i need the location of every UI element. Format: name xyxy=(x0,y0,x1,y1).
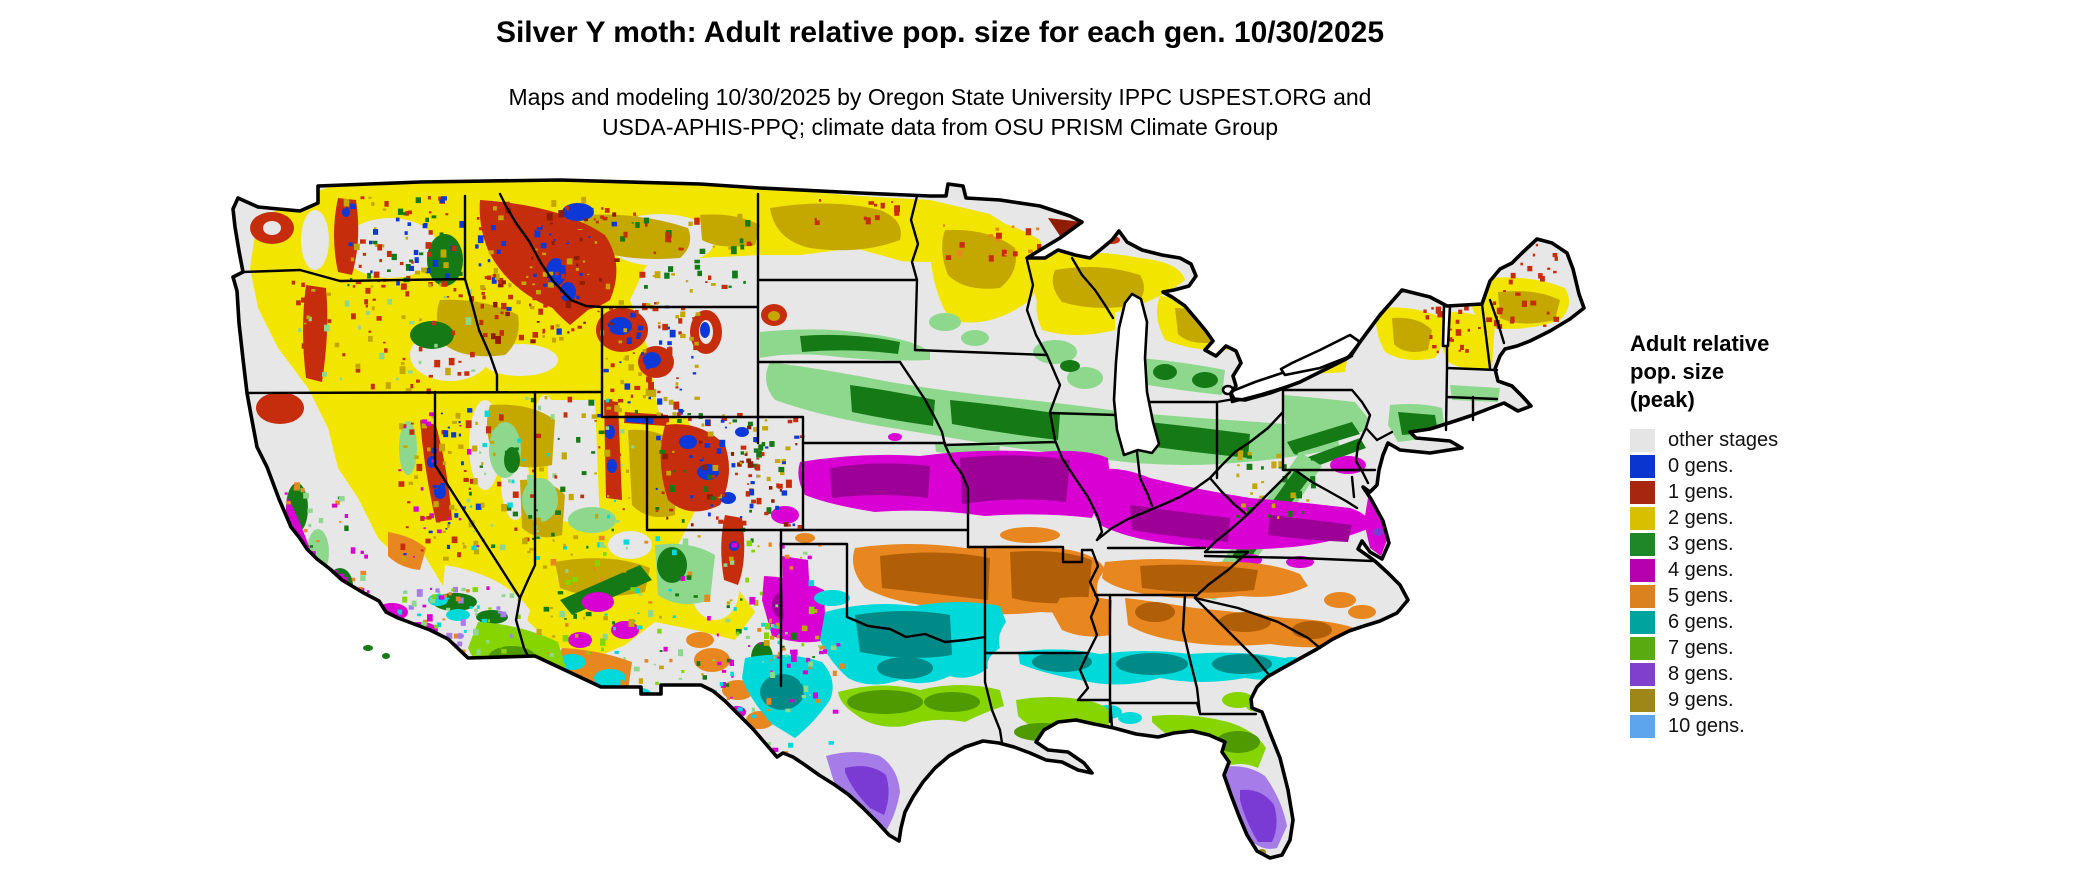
subtitle-line-2: USDA-APHIS-PPQ; climate data from OSU PR… xyxy=(601,114,1279,140)
legend-title-line-3: (peak) xyxy=(1630,387,1695,412)
legend-item: 2 gens. xyxy=(1630,505,1860,531)
legend-item: 0 gens. xyxy=(1630,453,1860,479)
subtitle-line-1: Maps and modeling 10/30/2025 by Oregon S… xyxy=(508,84,1372,110)
legend-item-label: 6 gens. xyxy=(1668,610,1734,633)
legend-swatch xyxy=(1630,636,1655,660)
legend-swatch xyxy=(1630,688,1655,712)
legend-item: other stages xyxy=(1630,427,1860,453)
map-band-6gens xyxy=(428,590,1306,738)
legend-item-label: 2 gens. xyxy=(1668,506,1734,529)
legend-item: 10 gens. xyxy=(1630,713,1860,739)
great-lakes xyxy=(1112,292,1452,457)
legend-item-label: 7 gens. xyxy=(1668,636,1734,659)
legend-title-line-1: Adult relative xyxy=(1630,331,1770,356)
us-outline xyxy=(231,178,1586,860)
legend-swatch xyxy=(1630,662,1655,686)
legend-swatch xyxy=(1630,584,1655,608)
legend-item: 1 gens. xyxy=(1630,479,1860,505)
legend-item-label: 10 gens. xyxy=(1668,714,1745,737)
legend-item-label: 9 gens. xyxy=(1668,688,1734,711)
legend-item-label: 0 gens. xyxy=(1668,454,1734,477)
legend-item: 8 gens. xyxy=(1630,661,1860,687)
legend-title-line-2: pop. size xyxy=(1630,359,1725,384)
legend-swatch xyxy=(1630,428,1655,452)
lake-michigan xyxy=(1112,292,1161,457)
legend-swatch xyxy=(1630,714,1655,738)
legend-swatch xyxy=(1630,610,1655,634)
legend-item-label: other stages xyxy=(1668,428,1779,451)
legend-item-label: 4 gens. xyxy=(1668,558,1734,581)
legend-item: 6 gens. xyxy=(1630,609,1860,635)
legend-item: 9 gens. xyxy=(1630,687,1860,713)
legend-item: 3 gens. xyxy=(1630,531,1860,557)
legend-item: 7 gens. xyxy=(1630,635,1860,661)
legend-item-label: 8 gens. xyxy=(1668,662,1734,685)
legend-item-label: 1 gens. xyxy=(1668,480,1734,503)
state-borders xyxy=(241,192,1506,745)
legend-items: other stages 0 gens. 1 gens. 2 gens. 3 g… xyxy=(1630,427,1860,739)
lake-ontario xyxy=(1279,333,1362,377)
legend-item-label: 5 gens. xyxy=(1668,584,1734,607)
figure-title: Silver Y moth: Adult relative pop. size … xyxy=(495,16,1385,49)
legend-swatch xyxy=(1630,532,1655,556)
figure-subtitle: Maps and modeling 10/30/2025 by Oregon S… xyxy=(0,82,1880,142)
channel-islands xyxy=(363,645,390,659)
legend-swatch xyxy=(1630,480,1655,504)
map-raster-layers xyxy=(233,180,1584,858)
legend-item-label: 3 gens. xyxy=(1668,532,1734,555)
legend-title: Adult relative pop. size (peak) xyxy=(1630,330,1860,414)
legend-item: 4 gens. xyxy=(1630,557,1860,583)
lake-champlain xyxy=(1441,304,1452,348)
legend: Adult relative pop. size (peak) other st… xyxy=(1630,330,1860,739)
map-band-8gens xyxy=(456,528,1383,849)
legend-swatch xyxy=(1630,454,1655,478)
legend-swatch xyxy=(1630,506,1655,530)
legend-swatch xyxy=(1630,558,1655,582)
legend-item: 5 gens. xyxy=(1630,583,1860,609)
